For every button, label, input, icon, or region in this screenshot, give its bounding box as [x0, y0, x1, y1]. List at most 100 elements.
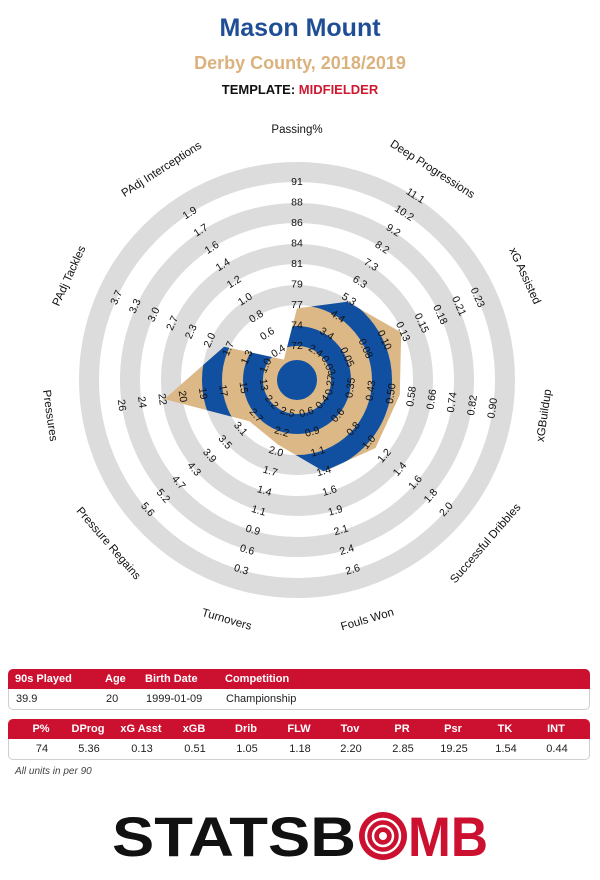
tick-label: 1.1 [250, 503, 268, 519]
stats-header-cell: Drib [235, 723, 257, 735]
stats-table-header: P% DProg xG Asst xGB Drib FLW Tov PR Psr TK INT [8, 719, 590, 739]
axis-label: Pressures [40, 389, 59, 442]
statsbomb-logo: STATS B MB [112, 806, 488, 866]
tick-label: 1.9 [327, 503, 345, 519]
stats-value-cell: 0.13 [131, 743, 153, 755]
tick-label: 81 [291, 258, 303, 270]
stats-value-cell: 1.18 [289, 743, 311, 755]
stats-value-cell: 2.85 [392, 743, 414, 755]
stats-header-cell: xGB [182, 723, 206, 735]
tick-label: 91 [291, 176, 303, 188]
tick-label: 0.90 [485, 397, 500, 419]
tick-label: 88 [291, 196, 303, 208]
tick-label: 3.0 [146, 305, 163, 323]
tick-label: 0.50 [384, 382, 399, 404]
axis-label: PAdj Tackles [51, 244, 89, 308]
tick-label: 2.5 [279, 405, 297, 421]
tick-label: 17 [216, 384, 230, 397]
template-line: TEMPLATE: MIDFIELDER [0, 82, 600, 97]
stats-table: P% DProg xG Asst xGB Drib FLW Tov PR Psr TK INT 74… [8, 719, 590, 760]
tick-label: 2.6 [344, 562, 362, 578]
tick-label: 0.58 [404, 385, 419, 407]
tick-label: 0.27 [323, 374, 338, 396]
tick-label: 1.7 [220, 339, 237, 357]
tick-label: 1.0 [257, 357, 274, 375]
tick-label: 1.3 [239, 348, 256, 366]
axis-label: xGBuildup [535, 388, 554, 442]
stats-value-cell: 74 [35, 743, 49, 755]
ring-band-3 [120, 203, 474, 557]
info-header-90s: 90s Played [15, 673, 72, 685]
tick-label: 13 [257, 378, 271, 391]
tick-label: 0.6 [298, 405, 316, 421]
axis-label: Turnovers [200, 607, 253, 633]
tick-label: 72 [291, 340, 303, 352]
tick-label: 0.66 [424, 388, 439, 410]
axis-label: xG Assisted [506, 246, 542, 306]
template-label: TEMPLATE: [221, 82, 296, 97]
radar-chart: 727477798184868891Passing%2.43.44.45.36.… [40, 124, 554, 633]
info-value-90s: 39.9 [16, 693, 38, 705]
stats-value-cell: 1.54 [495, 743, 517, 755]
stats-header-cell: FLW [287, 723, 311, 735]
stats-header-cell: TK [497, 723, 513, 735]
stats-header-cell: DProg [71, 723, 105, 735]
tick-label: 0.74 [445, 391, 460, 413]
tick-label: 2.2 [273, 424, 291, 440]
tick-label: 0.9 [304, 424, 322, 440]
player-name: Mason Mount [219, 14, 381, 42]
stats-value-cell: 1.05 [236, 743, 258, 755]
tick-label: 0.43 [364, 380, 379, 402]
tick-label: 1.4 [256, 483, 274, 499]
tick-label: 2.0 [267, 444, 285, 460]
info-header-competition: Competition [225, 673, 290, 685]
tick-label: 2.7 [164, 314, 181, 332]
stats-header-cell: Psr [444, 723, 462, 735]
stats-value-cell: 5.36 [78, 743, 100, 755]
ring-band-2 [161, 244, 433, 516]
tick-label: 0.9 [244, 523, 262, 539]
tick-label: 1.1 [309, 444, 327, 460]
tick-label: 1.6 [321, 483, 339, 499]
stats-value-cell: 2.20 [340, 743, 362, 755]
tick-label: 15 [237, 381, 251, 394]
info-value-age: 20 [106, 693, 119, 705]
blue-ring-2 [243, 326, 351, 434]
axis-label: Fouls Won [339, 606, 395, 633]
info-table-header: 90s Played Age Birth Date Competition [8, 669, 590, 689]
info-table: 90s Played Age Birth Date Competition 39… [8, 669, 590, 710]
stats-header-cell: xG Asst [120, 723, 162, 735]
tick-label: 0.35 [343, 377, 358, 399]
tick-label: 0.6 [258, 325, 277, 343]
tick-label: 84 [291, 237, 303, 249]
stats-value-cell: 19.25 [440, 743, 468, 755]
units-note: All units in per 90 [15, 766, 92, 777]
tick-label: 0.3 [233, 562, 251, 578]
tick-label: 2.0 [201, 331, 218, 349]
stats-header-cell: Tov [340, 723, 360, 735]
team-season: Derby County, 2018/2019 [194, 53, 406, 73]
tick-label: 74 [291, 319, 303, 331]
template-role: MIDFIELDER [298, 82, 379, 97]
info-header-birth-date: Birth Date [145, 673, 198, 685]
tick-label: 77 [291, 299, 303, 311]
stats-value-cell: 0.44 [546, 743, 568, 755]
ring-band-4 [79, 162, 515, 598]
tick-label: 2.4 [338, 542, 356, 558]
tick-label: 19 [196, 387, 210, 400]
stats-table-row: 74 5.36 0.13 0.51 1.05 1.18 2.20 2.85 19.25 1.54 0… [8, 739, 590, 760]
axis-label: Passing% [271, 124, 322, 136]
tick-label: 3.3 [127, 297, 144, 315]
tick-label: 24 [135, 396, 149, 409]
tick-label: 86 [291, 217, 303, 229]
tick-label: 2.1 [332, 523, 350, 539]
logo-text-stats: STATS B [112, 806, 356, 866]
logo-bomb-o-icon [359, 812, 407, 860]
tick-label: 0.82 [465, 394, 480, 416]
tick-label: 1.4 [315, 464, 333, 480]
stats-header-cell: PR [394, 723, 410, 735]
tick-label: 20 [176, 390, 190, 403]
stats-header-cell: INT [547, 723, 565, 735]
center-disc [280, 363, 314, 397]
info-header-age: Age [105, 673, 126, 685]
